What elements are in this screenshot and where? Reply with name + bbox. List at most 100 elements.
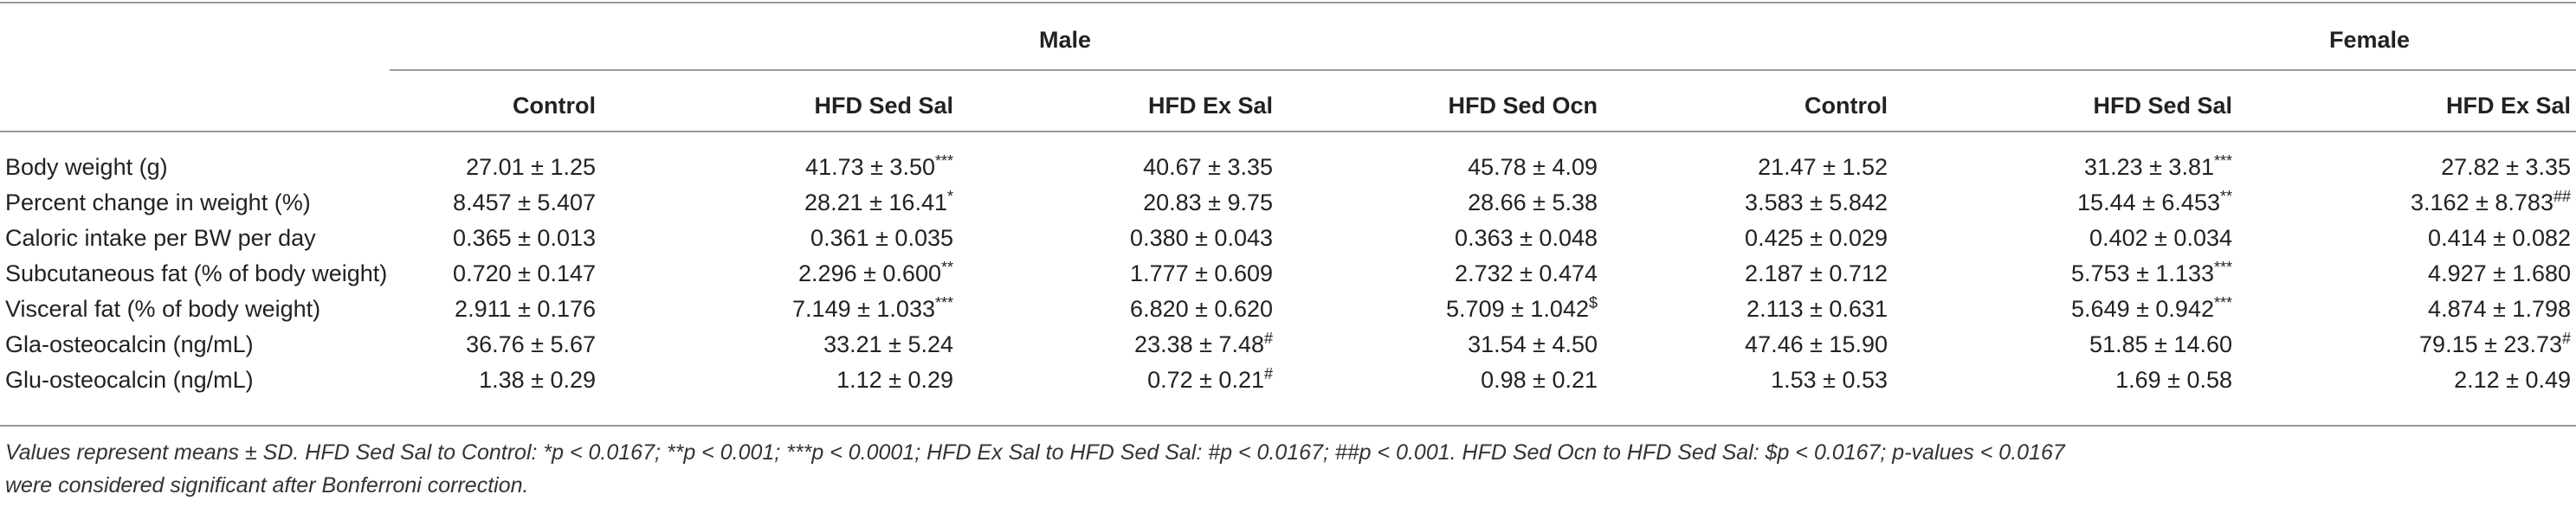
significance-marker: ## [2553, 188, 2571, 205]
group-rule [390, 69, 2576, 71]
cell-value: 2.732 ± 0.474 [1455, 260, 1598, 286]
table-cell: 45.78 ± 4.09 [1468, 153, 1598, 181]
table-cell: 1.777 ± 0.609 [1130, 260, 1273, 287]
table-cell: 27.01 ± 1.25 [466, 153, 596, 181]
cell-value: 36.76 ± 5.67 [466, 331, 596, 357]
cell-value: 0.363 ± 0.048 [1455, 225, 1598, 251]
table-cell: 31.23 ± 3.81*** [2084, 153, 2232, 181]
table-cell: 1.69 ± 0.58 [2115, 366, 2232, 394]
cell-value: 0.402 ± 0.034 [2089, 225, 2232, 251]
table-top-rule [0, 2, 2576, 3]
significance-marker: *** [2213, 294, 2232, 311]
significance-marker: ** [2219, 188, 2232, 205]
row-label: Gla-osteocalcin (ng/mL) [5, 331, 254, 357]
row-label: Glu-osteocalcin (ng/mL) [5, 367, 254, 393]
table-cell: 0.72 ± 0.21# [1147, 366, 1273, 394]
cell-value: 2.296 ± 0.600 [798, 260, 941, 286]
table-cell: 0.414 ± 0.082 [2428, 224, 2571, 252]
cell-value: 6.820 ± 0.620 [1130, 296, 1273, 322]
table-cell: 27.82 ± 3.35 [2441, 153, 2571, 181]
table-cell: 2.911 ± 0.176 [455, 295, 596, 323]
cell-value: 27.82 ± 3.35 [2441, 154, 2571, 180]
table-cell: 1.38 ± 0.29 [479, 366, 596, 394]
table-cell: 2.732 ± 0.474 [1455, 260, 1598, 287]
cell-value: 5.649 ± 0.942 [2071, 296, 2214, 322]
table-cell: 8.457 ± 5.407 [453, 189, 596, 216]
table-cell: 7.149 ± 1.033*** [792, 295, 953, 323]
table-cell: 15.44 ± 6.453** [2077, 189, 2232, 216]
cell-value: 2.12 ± 0.49 [2454, 367, 2571, 393]
cell-value: 0.72 ± 0.21 [1147, 367, 1264, 393]
significance-marker: # [1263, 330, 1273, 347]
column-header: HFD Sed Ocn [1448, 93, 1598, 119]
cell-value: 40.67 ± 3.35 [1143, 154, 1273, 180]
cell-value: 0.425 ± 0.029 [1745, 225, 1888, 251]
cell-value: 28.21 ± 16.41 [804, 189, 947, 215]
table-bottom-rule [0, 425, 2576, 427]
cell-value: 5.753 ± 1.133 [2071, 260, 2214, 286]
cell-value: 21.47 ± 1.52 [1758, 154, 1888, 180]
significance-marker: $ [1588, 294, 1598, 311]
cell-value: 0.380 ± 0.043 [1130, 225, 1273, 251]
table-cell: 0.365 ± 0.013 [453, 224, 596, 252]
table-cell: 23.38 ± 7.48# [1134, 331, 1273, 358]
group-header-male: Male [1039, 27, 1092, 53]
table-cell: 36.76 ± 5.67 [466, 331, 596, 358]
cell-value: 15.44 ± 6.453 [2077, 189, 2220, 215]
column-header: HFD Ex Sal [1147, 93, 1273, 119]
column-header: HFD Sed Sal [814, 93, 953, 119]
table-cell: 28.66 ± 5.38 [1468, 189, 1598, 216]
row-label: Body weight (g) [5, 154, 168, 180]
table-cell: 0.363 ± 0.048 [1455, 224, 1598, 252]
table-cell: 20.83 ± 9.75 [1143, 189, 1273, 216]
cell-value: 1.53 ± 0.53 [1771, 367, 1888, 393]
table-cell: 2.113 ± 0.631 [1746, 295, 1888, 323]
table-cell: 0.98 ± 0.21 [1481, 366, 1598, 394]
cell-value: 28.66 ± 5.38 [1468, 189, 1598, 215]
cell-value: 51.85 ± 14.60 [2089, 331, 2232, 357]
cell-value: 45.78 ± 4.09 [1468, 154, 1598, 180]
row-label: Subcutaneous fat (% of body weight) [5, 260, 388, 286]
significance-marker: *** [2213, 259, 2232, 276]
significance-marker: # [1263, 365, 1273, 382]
column-header: HFD Ex Sal [2445, 93, 2571, 119]
header-rule [0, 131, 2576, 132]
cell-value: 0.365 ± 0.013 [453, 225, 596, 251]
significance-marker: *** [2213, 152, 2232, 170]
table-cell: 4.927 ± 1.680 [2428, 260, 2571, 287]
cell-value: 23.38 ± 7.48 [1134, 331, 1264, 357]
table-cell: 3.583 ± 5.842 [1745, 189, 1888, 216]
cell-value: 41.73 ± 3.50 [805, 154, 935, 180]
table-cell: 3.162 ± 8.783## [2411, 189, 2571, 216]
table-cell: 2.12 ± 0.49 [2454, 366, 2571, 394]
significance-marker: * [946, 188, 953, 205]
table-cell: 1.12 ± 0.29 [836, 366, 953, 394]
table-cell: 0.361 ± 0.035 [810, 224, 953, 252]
table-cell: 31.54 ± 4.50 [1468, 331, 1598, 358]
table-cell: 40.67 ± 3.35 [1143, 153, 1273, 181]
column-header: Control [1804, 93, 1888, 119]
significance-marker: *** [934, 294, 953, 311]
table-cell: 2.187 ± 0.712 [1745, 260, 1888, 287]
table-cell: 5.753 ± 1.133*** [2071, 260, 2232, 287]
table-cell: 2.296 ± 0.600** [798, 260, 953, 287]
table-cell: 41.73 ± 3.50*** [805, 153, 953, 181]
table-cell: 33.21 ± 5.24 [823, 331, 953, 358]
table-cell: 4.874 ± 1.798 [2428, 295, 2571, 323]
cell-value: 1.777 ± 0.609 [1130, 260, 1273, 286]
significance-marker: *** [934, 152, 953, 170]
cell-value: 79.15 ± 23.73 [2419, 331, 2562, 357]
table-cell: 5.709 ± 1.042$ [1446, 295, 1598, 323]
cell-value: 0.414 ± 0.082 [2428, 225, 2571, 251]
table-cell: 6.820 ± 0.620 [1130, 295, 1273, 323]
cell-value: 0.98 ± 0.21 [1481, 367, 1598, 393]
table-footnote: Values represent means ± SD. HFD Sed Sal… [5, 436, 2516, 502]
cell-value: 47.46 ± 15.90 [1745, 331, 1888, 357]
row-label: Caloric intake per BW per day [5, 225, 316, 251]
table-cell: 0.425 ± 0.029 [1745, 224, 1888, 252]
cell-value: 31.23 ± 3.81 [2084, 154, 2214, 180]
significance-marker: # [2561, 330, 2571, 347]
cell-value: 4.927 ± 1.680 [2428, 260, 2571, 286]
cell-value: 3.162 ± 8.783 [2411, 189, 2553, 215]
table-cell: 79.15 ± 23.73# [2419, 331, 2571, 358]
